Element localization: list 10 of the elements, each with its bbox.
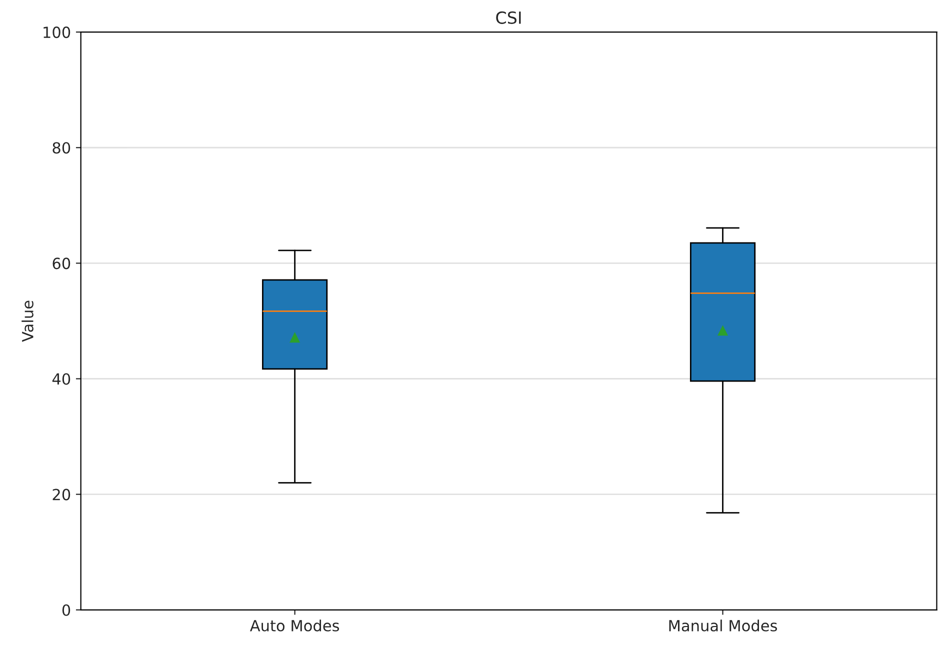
y-axis-title: Value [22, 300, 34, 342]
x-tick-label: Manual Modes [669, 620, 777, 632]
chart-title: CSI [496, 11, 521, 24]
y-tick-label: 60 [52, 258, 70, 270]
x-tick-label: Auto Modes [250, 620, 340, 632]
y-tick-label: 80 [52, 142, 70, 154]
y-tick-label: 100 [44, 26, 70, 38]
y-tick-label: 40 [52, 373, 70, 385]
y-tick-label: 0 [62, 604, 70, 616]
y-tick-label: 20 [52, 488, 70, 500]
